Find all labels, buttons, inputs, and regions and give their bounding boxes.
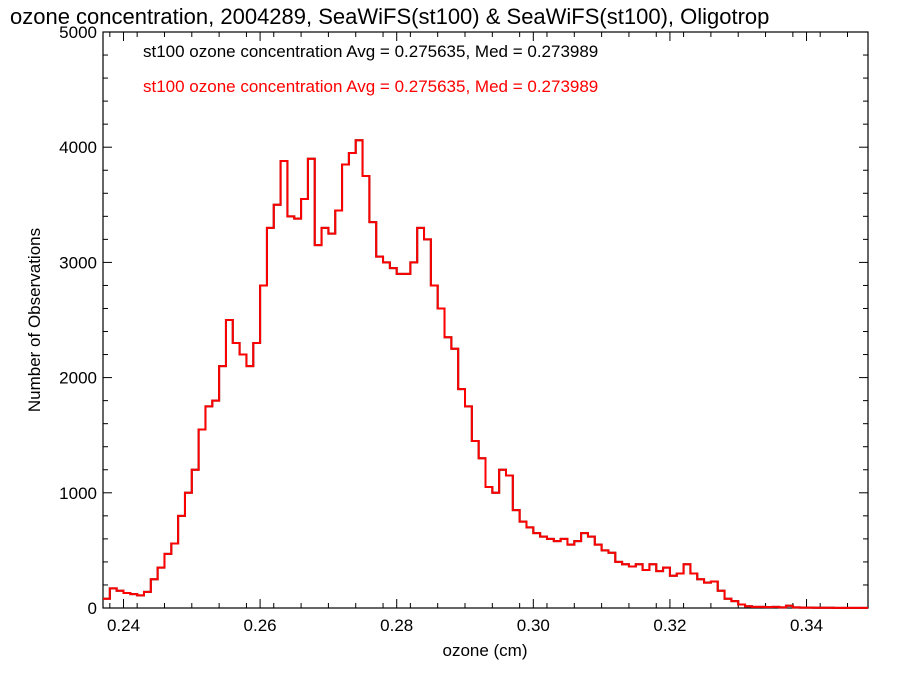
y-tick-label: 2000 [59,369,97,388]
y-tick-label: 5000 [59,23,97,42]
x-tick-label: 0.28 [380,616,413,635]
x-tick-label: 0.34 [790,616,823,635]
y-tick-label: 0 [88,599,97,618]
x-tick-label: 0.26 [244,616,277,635]
x-axis: 0.24 0.26 0.28 0.30 0.32 0.34 [107,32,849,635]
histogram-series-1 [103,139,868,609]
histogram-series-0 [103,139,868,609]
x-tick-label: 0.24 [107,616,140,635]
series-layer [103,139,868,609]
y-axis: 0 1000 2000 3000 4000 5000 [59,23,868,618]
y-axis-label: Number of Observations [25,228,44,412]
chart-title: ozone concentration, 2004289, SeaWiFS(st… [10,4,770,29]
x-axis-label: ozone (cm) [442,641,527,660]
y-tick-label: 1000 [59,484,97,503]
x-tick-label: 0.32 [653,616,686,635]
legend-entry-red: st100 ozone concentration Avg = 0.275635… [143,77,599,96]
legend-entry-black: st100 ozone concentration Avg = 0.275635… [143,42,599,61]
plot-frame [102,31,869,609]
x-tick-label: 0.30 [517,616,550,635]
y-tick-label: 4000 [59,138,97,157]
y-tick-label: 3000 [59,253,97,272]
